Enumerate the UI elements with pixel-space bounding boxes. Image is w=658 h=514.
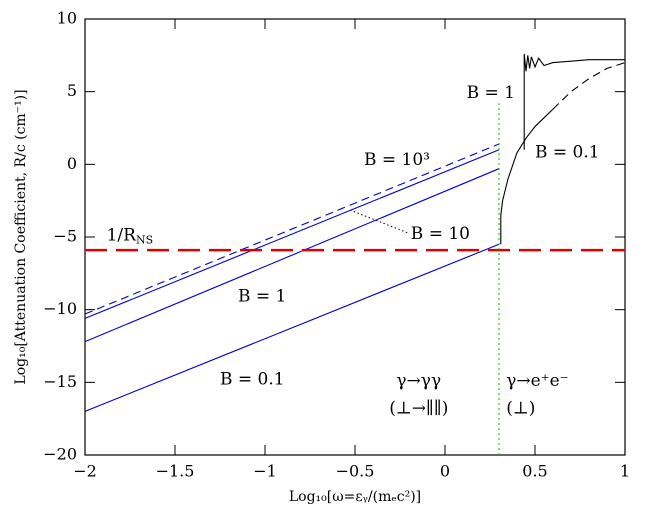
x-axis-label: Log₁₀[ω=εᵧ/(mₑc²)] [289, 489, 421, 505]
data-line [84, 243, 500, 412]
data-line [500, 108, 554, 245]
data-line [523, 53, 625, 150]
y-tick-label: −15 [43, 372, 77, 391]
x-tick-label: −1 [253, 462, 277, 481]
y-tick-label: 0 [67, 154, 77, 173]
leader-line [349, 209, 409, 234]
x-tick-label: −0.5 [336, 462, 375, 481]
annotation-text: B = 0.1 [535, 142, 600, 162]
x-tick-label: −2 [73, 462, 97, 481]
data-line [552, 62, 626, 110]
annotation: B = 0.1 [535, 142, 600, 162]
annotation-text: B = 1 [238, 286, 286, 306]
x-tick-label: 0 [440, 462, 450, 481]
x-tick-label: −1.5 [156, 462, 195, 481]
annotation: (⊥) [506, 398, 535, 418]
x-tick-label: 0.5 [522, 462, 547, 481]
y-tick-label: −20 [43, 445, 77, 464]
annotation-text: γ→γγ [396, 370, 441, 390]
data-line [84, 149, 500, 319]
data-line [84, 168, 500, 343]
annotation: (⊥→∥∥) [389, 398, 448, 418]
annotation-text: 1/R [107, 225, 138, 245]
y-tick-label: 5 [67, 81, 77, 100]
x-tick-label: 1 [620, 462, 630, 481]
annotation: 1/RNS [107, 225, 154, 247]
annotation: B = 1 [467, 83, 515, 103]
annotation: B = 10³ [364, 149, 430, 169]
annotation-text: B = 0.1 [220, 369, 285, 389]
annotation: B = 1 [238, 286, 286, 306]
annotation-text: (⊥) [506, 398, 535, 418]
y-tick-label: 10 [57, 9, 77, 28]
annotation-text: B = 10³ [364, 149, 430, 169]
annotation: B = 0.1 [220, 369, 285, 389]
y-tick-label: −5 [53, 227, 77, 246]
data-line [84, 143, 500, 315]
y-axis-label: Log₁₀[Attenuation Coefficient, R/c (cm⁻¹… [13, 89, 29, 384]
annotation-text: γ→e⁺e⁻ [506, 370, 568, 390]
annotation: γ→γγ [396, 370, 441, 390]
annotation-subscript: NS [136, 234, 153, 247]
annotation-text: (⊥→∥∥) [389, 398, 448, 418]
annotation-text: B = 10 [411, 224, 470, 244]
annotation: γ→e⁺e⁻ [506, 370, 568, 390]
annotation: B = 10 [411, 224, 470, 244]
y-tick-label: −10 [43, 299, 77, 318]
annotation-text: B = 1 [467, 83, 515, 103]
